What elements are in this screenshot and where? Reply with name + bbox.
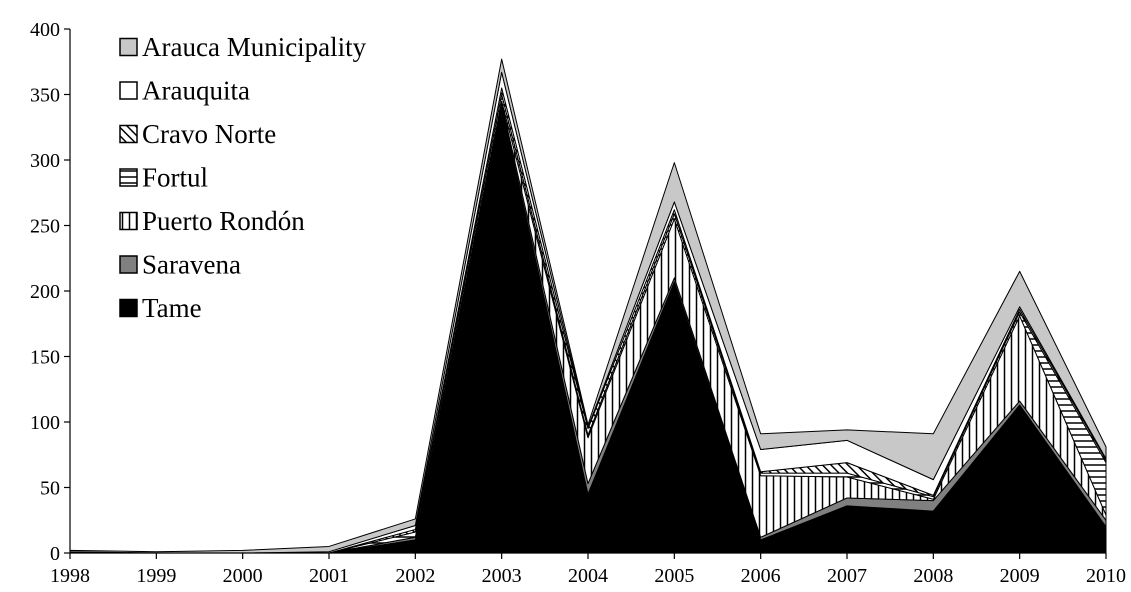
x-tick-label: 2003 [482, 565, 522, 587]
legend-swatch [119, 298, 138, 318]
x-tick-label: 2009 [1000, 565, 1040, 587]
legend: Arauca Municipality Arauquita Cravo Norte F… [119, 32, 367, 323]
y-tick-label: 250 [30, 216, 60, 238]
legend-label: Arauquita [142, 76, 250, 106]
x-tick-label: 2010 [1086, 565, 1126, 587]
legend-label: Saravena [142, 250, 241, 280]
x-tick-label: 2004 [568, 565, 608, 587]
legend-label: Fortul [142, 163, 208, 193]
x-tick-label: 1998 [50, 565, 90, 587]
y-tick-label: 350 [30, 85, 60, 107]
legend-item-tame: Tame [119, 293, 202, 323]
legend-item-cravo-norte: Cravo Norte [119, 119, 276, 149]
y-tick-label: 0 [50, 543, 60, 565]
y-tick-label: 100 [30, 412, 60, 434]
legend-item-fortul: Fortul [119, 163, 208, 193]
x-tick-label: 2005 [654, 565, 694, 587]
legend-item-arauca-municipality: Arauca Municipality [119, 32, 367, 62]
legend-swatch [119, 255, 138, 274]
legend-label: Tame [142, 293, 202, 323]
legend-item-arauquita: Arauquita [119, 76, 250, 106]
legend-label: Puerto Rondón [142, 206, 305, 236]
legend-swatch [119, 168, 138, 187]
y-tick-label: 200 [30, 281, 60, 303]
y-tick-label: 50 [40, 478, 60, 500]
x-tick-label: 2002 [395, 565, 435, 587]
x-tick-label: 2007 [827, 565, 867, 587]
legend-item-puerto-rondon: Puerto Rondón [119, 206, 305, 236]
legend-label: Cravo Norte [142, 119, 276, 149]
area-saravena [69, 103, 1107, 554]
y-tick-label: 400 [30, 19, 60, 41]
x-tick-label: 2008 [913, 565, 953, 587]
y-tick-label: 150 [30, 347, 60, 369]
area-arauca-municipality [69, 58, 1107, 554]
legend-item-saravena: Saravena [119, 250, 241, 280]
legend-swatch [119, 37, 138, 57]
x-tick-label: 1999 [136, 565, 176, 587]
legend-swatch [119, 81, 138, 100]
x-tick-label: 2001 [309, 565, 349, 587]
legend-swatch [119, 124, 138, 144]
axes: 0 50 100 150 200 250 300 350 400 1998 1999 2000 2001… [30, 19, 1126, 587]
x-tick-label: 2000 [223, 565, 263, 587]
legend-swatch [119, 211, 138, 231]
x-tick-label: 2006 [741, 565, 781, 587]
legend-label: Arauca Municipality [142, 32, 367, 62]
y-tick-label: 300 [30, 150, 60, 172]
